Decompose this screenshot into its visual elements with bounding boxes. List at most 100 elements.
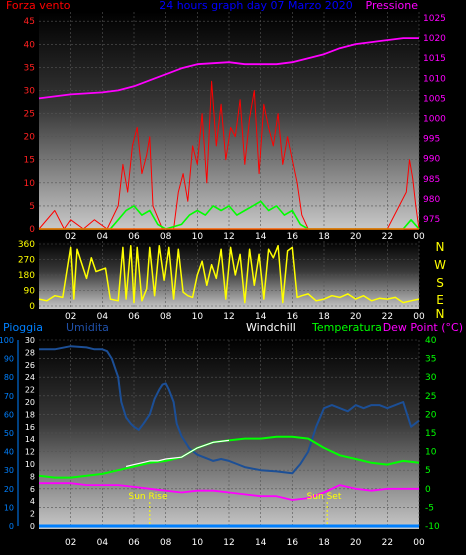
rain-tick-label: 70 <box>4 392 14 401</box>
wind-speed-tick-label: 40 <box>24 40 36 50</box>
wind-speed-tick-label: 30 <box>24 86 36 96</box>
sun-set-label: Sun Set <box>307 492 342 502</box>
humidity-tick-label: 14 <box>25 435 35 444</box>
compass-n-bottom: N <box>436 307 445 321</box>
pressure-tick-label: 1000 <box>423 114 446 124</box>
temperature-tick-label: 5 <box>425 466 431 476</box>
pressure-tick-label: 1025 <box>423 14 446 24</box>
humidity-tick-label: 24 <box>25 373 35 382</box>
wind-x-tick-label: 10 <box>192 232 204 242</box>
dewpoint-axis-title: Dew Point (°C) <box>383 321 463 334</box>
rain-axis-title: Pioggia <box>3 321 43 334</box>
temperature-tick-label: 20 <box>425 410 437 420</box>
chart-marks <box>17 37 420 528</box>
temperature-x-tick-label: 22 <box>382 538 393 548</box>
direction-x-tick-label: 04 <box>97 312 109 322</box>
direction-x-tick-label: 10 <box>192 312 204 322</box>
pressure-tick-label: 995 <box>423 135 440 145</box>
wind-x-tick-label: 12 <box>223 232 234 242</box>
direction-tick-label: 360 <box>18 240 35 250</box>
windchill-legend: Windchill <box>246 321 296 334</box>
compass-e: E <box>436 293 444 307</box>
wind-x-tick-label: 16 <box>287 232 299 242</box>
humidity-tick-label: 6 <box>30 485 35 494</box>
humidity-tick-label: 12 <box>25 448 35 457</box>
direction-x-tick-label: 16 <box>287 312 299 322</box>
pressure-tick-label: 1005 <box>423 94 446 104</box>
rain-tick-label: 100 <box>0 336 14 345</box>
direction-x-tick-label: 06 <box>128 312 140 322</box>
direction-tick-label: 180 <box>18 271 35 281</box>
direction-tick-label: 0 <box>29 302 35 312</box>
temperature-tick-label: 35 <box>425 355 436 365</box>
humidity-tick-label: 10 <box>25 460 35 469</box>
direction-tick-label: 90 <box>24 287 36 297</box>
temperature-x-tick-label: 02 <box>65 538 76 548</box>
humidity-tick-label: 4 <box>30 497 35 506</box>
sun-rise-label: Sun Rise <box>129 492 168 502</box>
wind-speed-tick-label: 35 <box>24 63 35 73</box>
direction-x-tick-label: 22 <box>382 312 393 322</box>
temperature-tick-label: 15 <box>425 429 436 439</box>
temperature-x-tick-label: 20 <box>350 538 362 548</box>
direction-x-tick-label: 12 <box>223 312 234 322</box>
pressure-tick-label: 980 <box>423 195 440 205</box>
pressure-series <box>38 37 419 100</box>
pressure-tick-label: 1015 <box>423 54 446 64</box>
humidity-tick-label: 22 <box>25 386 35 395</box>
humidity-series <box>39 345 420 475</box>
wind-speed-tick-label: 25 <box>24 110 35 120</box>
wind-average-series <box>39 200 420 230</box>
direction-x-tick-label: 14 <box>255 312 267 322</box>
wind-speed-tick-label: 0 <box>29 225 35 235</box>
temperature-x-tick-label: 08 <box>160 538 172 548</box>
direction-x-tick-label: 18 <box>318 312 330 322</box>
compass-s: S <box>436 276 444 290</box>
dewpoint-series <box>39 482 419 501</box>
temperature-tick-label: -10 <box>425 522 440 532</box>
rain-tick-label: 90 <box>4 355 14 364</box>
pressure-axis-title: Pressione <box>366 0 419 12</box>
temperature-x-tick-label: 00 <box>413 538 425 548</box>
humidity-tick-label: 0 <box>30 522 35 531</box>
temperature-legend: Temperatura <box>311 321 382 334</box>
rain-tick-label: 50 <box>4 429 14 438</box>
temperature-tick-label: 30 <box>425 373 437 383</box>
direction-x-tick-label: 02 <box>65 312 76 322</box>
wind-speed-tick-label: 15 <box>24 156 35 166</box>
wind-x-tick-label: 18 <box>318 232 330 242</box>
wind-speed-tick-label: 20 <box>24 133 36 143</box>
wind-speed-tick-label: 45 <box>24 17 35 27</box>
temperature-x-tick-label: 14 <box>255 538 267 548</box>
humidity-tick-label: 30 <box>25 336 35 345</box>
temperature-tick-label: 0 <box>425 485 431 495</box>
chart-date-title: 24 hours graph day 07 Marzo 2020 <box>159 0 353 12</box>
axis-labels: 0510152025303540459759809859909951000100… <box>0 14 446 548</box>
pressure-tick-label: 985 <box>423 175 440 185</box>
wind-x-tick-label: 14 <box>255 232 267 242</box>
grid-lines <box>39 12 420 527</box>
humidity-tick-label: 18 <box>25 410 35 419</box>
rain-tick-label: 30 <box>4 466 14 475</box>
direction-x-tick-label: 20 <box>350 312 362 322</box>
wind-x-tick-label: 06 <box>128 232 140 242</box>
wind-speed-tick-label: 10 <box>24 179 36 189</box>
wind-speed-axis-title: Forza vento <box>6 0 71 12</box>
temperature-x-tick-label: 18 <box>318 538 330 548</box>
temperature-tick-label: 10 <box>425 448 437 458</box>
wind-x-tick-label: 08 <box>160 232 172 242</box>
wind-x-tick-label: 20 <box>350 232 362 242</box>
humidity-tick-label: 28 <box>25 348 35 357</box>
humidity-tick-label: 26 <box>25 361 35 370</box>
direction-tick-label: 270 <box>18 256 35 266</box>
humidity-tick-label: 16 <box>25 423 35 432</box>
humidity-tick-label: 8 <box>30 472 35 481</box>
pressure-tick-label: 975 <box>423 215 440 225</box>
wind-x-tick-label: 00 <box>413 232 425 242</box>
humidity-tick-label: 2 <box>30 510 35 519</box>
temperature-tick-label: 40 <box>425 336 437 346</box>
compass-n-top: N <box>436 240 445 254</box>
rain-tick-label: 80 <box>4 373 14 382</box>
wind-x-tick-label: 04 <box>97 232 109 242</box>
